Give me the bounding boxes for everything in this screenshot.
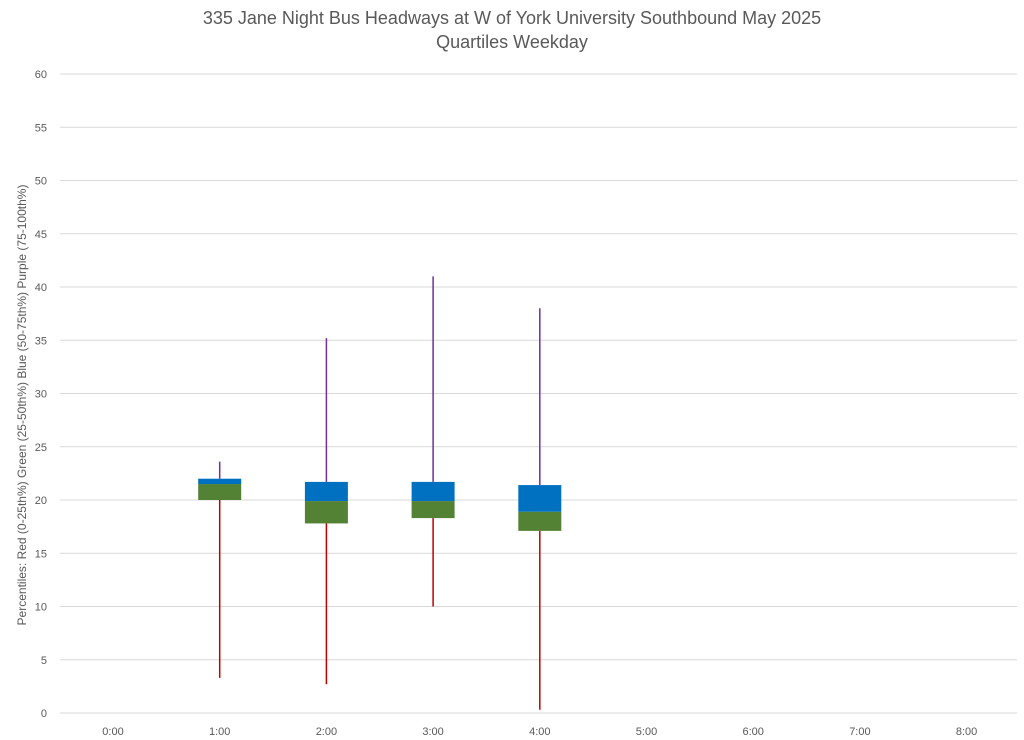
lower-box: [198, 484, 242, 500]
y-tick-label: 45: [35, 229, 47, 241]
upper-box: [198, 478, 242, 485]
y-tick-label: 0: [41, 708, 47, 720]
chart-subtitle: Quartiles Weekday: [436, 32, 588, 52]
y-tick-label: 30: [35, 389, 47, 401]
lower-box: [411, 501, 455, 519]
x-tick-label: 6:00: [742, 726, 763, 738]
y-tick-label: 40: [35, 282, 47, 294]
y-tick-label: 15: [35, 548, 47, 560]
chart-title-line1: 335 Jane Night Bus Headways at W of York…: [202, 8, 822, 28]
y-tick-label: 60: [35, 69, 47, 81]
x-tick-label: 3:00: [422, 726, 443, 738]
upper-box: [518, 485, 562, 512]
x-tick-label: 5:00: [636, 726, 657, 738]
x-tick-label: 4:00: [529, 726, 550, 738]
upper-box: [304, 481, 348, 502]
chart-title: 335 Jane Night Bus Headways at W of York…: [0, 6, 1024, 54]
lower-box: [518, 511, 562, 531]
x-tick-label: 8:00: [956, 726, 977, 738]
x-tick-label: 0:00: [102, 726, 123, 738]
y-tick-label: 25: [35, 442, 47, 454]
y-tick-label: 55: [35, 122, 47, 134]
y-tick-label: 5: [41, 655, 47, 667]
y-tick-label: 10: [35, 602, 47, 614]
x-tick-label: 1:00: [209, 726, 230, 738]
upper-box: [411, 481, 455, 502]
y-tick-label: 50: [35, 176, 47, 188]
lower-box: [304, 501, 348, 524]
x-tick-label: 7:00: [849, 726, 870, 738]
y-tick-label: 35: [35, 335, 47, 347]
x-tick-label: 2:00: [316, 726, 337, 738]
y-tick-label: 20: [35, 495, 47, 507]
